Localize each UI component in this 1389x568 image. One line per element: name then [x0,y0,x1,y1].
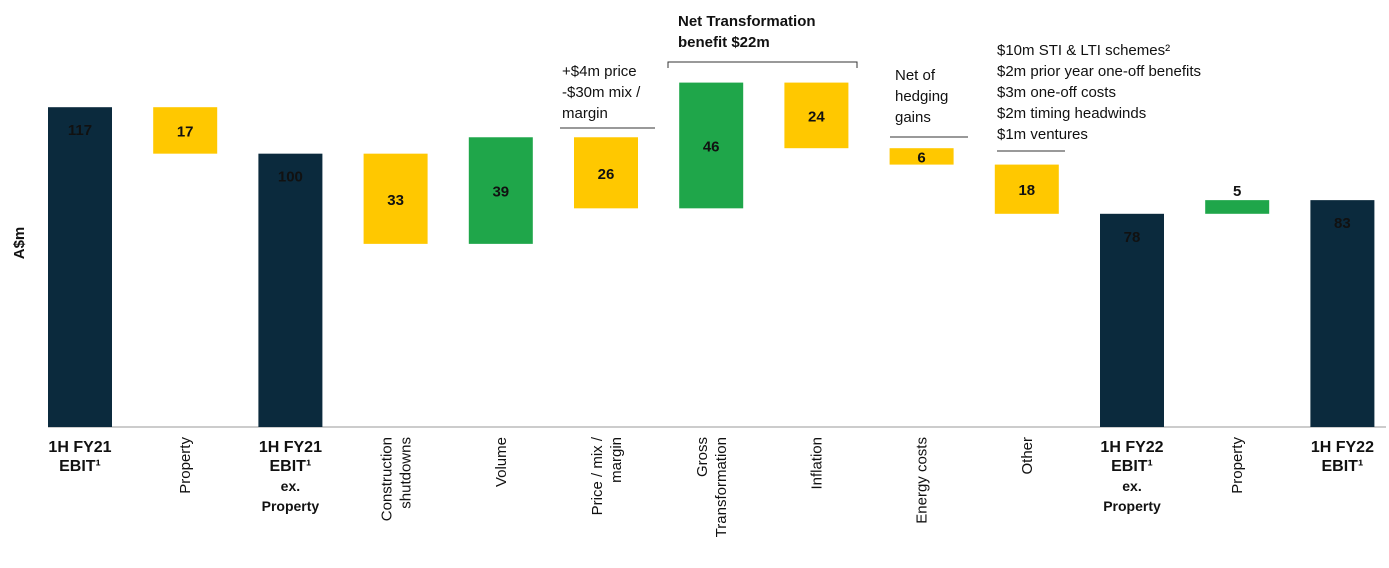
x-tick-label: Construction shutdowns [379,437,415,521]
bar [1205,200,1270,214]
data-label: 26 [598,166,615,183]
data-label: 5 [1233,183,1241,200]
x-tick-label-line: Property [1229,437,1246,494]
bar [784,82,849,149]
x-tick-label-line: Price / mix / [589,436,606,515]
x-tick-label-line: EBIT¹ [1322,458,1364,475]
bar [679,82,744,209]
x-tick-label-line: Transformation [713,437,730,537]
x-tick-label-line: Property [262,498,320,514]
bar [48,107,112,427]
bar [468,137,533,244]
x-tick-label: Energy costs [914,437,931,524]
x-tick-label: 1H FY22 EBIT¹ ex. Property [1100,439,1163,514]
x-tick-label-line: shutdowns [398,437,415,509]
x-tick-label-line: EBIT¹ [1111,458,1153,475]
data-label: 6 [917,149,925,166]
x-tick-label-line: Construction [379,437,396,521]
bar [889,148,954,165]
data-label: 39 [492,184,509,201]
x-tick-label: Other [1019,437,1036,475]
annotation-line: $2m prior year one-off benefits [997,63,1201,80]
y-axis-label: A$m [11,227,28,260]
annotation-line: gains [895,109,931,126]
x-tick-label: Property [1229,437,1246,494]
bar [258,153,323,427]
annotation-line: Net of [895,67,936,84]
x-tick-label-line: ex. [1122,478,1141,494]
annotation: Net Transformation benefit $22m [678,13,816,51]
x-tick-label: Gross Transformation [694,437,730,537]
x-tick-label: 1H FY21 EBIT¹ ex. Property [259,439,322,514]
x-tick-label: Price / mix / margin [589,436,625,515]
x-tick-label-line: Energy costs [914,437,931,524]
data-label: 46 [703,138,720,155]
data-label: 78 [1124,229,1141,246]
annotation: +$4m price -$30m mix / margin [562,63,641,122]
bar [574,137,638,209]
x-tick-label-line: 1H FY21 [48,439,111,456]
annotation-line: margin [562,105,608,122]
x-tick-label-line: Property [1103,498,1161,514]
x-tick-label: 1H FY21 EBIT¹ [48,439,111,475]
data-label: 83 [1334,215,1351,232]
x-tick-label-line: margin [608,437,625,483]
annotation-line: $3m one-off costs [997,84,1116,101]
bar [153,107,218,154]
x-tick-label-line: ex. [281,478,300,494]
annotation: Net of hedging gains [895,67,948,126]
data-label: 100 [278,169,303,186]
x-tick-label-line: Other [1019,437,1036,475]
x-tick-label-line: Property [177,437,194,494]
x-tick-label-line: Inflation [808,437,825,490]
x-tick-label-line: 1H FY21 [259,439,322,456]
x-tick-label: Inflation [808,437,825,490]
x-tick-label-line: 1H FY22 [1311,439,1374,456]
annotation-line: hedging [895,88,948,105]
annotation-line: -$30m mix / [562,84,641,101]
bar [1100,213,1164,427]
data-label: 24 [808,108,825,125]
data-label: 18 [1018,182,1035,199]
annotation-line: +$4m price [562,63,637,80]
bar [994,164,1059,214]
annotation: $10m STI & LTI schemes² $2m prior year on… [997,42,1201,143]
x-tick-label-line: 1H FY22 [1100,439,1163,456]
annotation-line: benefit $22m [678,34,770,51]
data-label: 117 [68,122,92,139]
bar [1310,200,1375,427]
bar [363,153,428,244]
x-tick-label-line: Volume [493,437,510,487]
annotation-line: Net Transformation [678,13,816,30]
x-tick-label-line: EBIT¹ [270,458,312,475]
data-label: 17 [177,123,194,140]
annotation-line: $10m STI & LTI schemes² [997,42,1170,59]
annotation-line: $2m timing headwinds [997,105,1146,122]
data-label: 33 [387,192,404,209]
x-tick-label: Property [177,437,194,494]
annotation-line: $1m ventures [997,126,1088,143]
x-tick-label: 1H FY22 EBIT¹ [1311,439,1374,475]
x-tick-label-line: Gross [694,437,711,477]
x-tick-label: Volume [493,437,510,487]
x-tick-label-line: EBIT¹ [59,458,101,475]
annotation-bracket [667,61,858,68]
